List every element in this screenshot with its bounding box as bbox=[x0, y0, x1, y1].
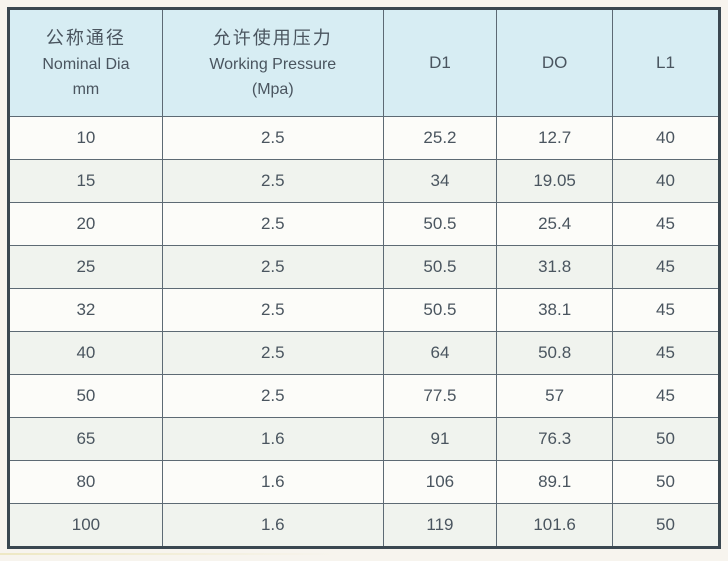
cell-do: 38.1 bbox=[496, 288, 613, 332]
cell-nominal-diameter-mm: 10 bbox=[8, 116, 163, 160]
table-row: 25 2.5 50.5 31.8 45 bbox=[8, 245, 720, 289]
header-nominal-diameter-en: Nominal Dia bbox=[42, 55, 130, 73]
table-row: 32 2.5 50.5 38.1 45 bbox=[8, 288, 720, 332]
cell-do: 76.3 bbox=[496, 417, 613, 461]
cell-nominal-diameter-mm: 40 bbox=[8, 331, 163, 375]
cell-l1: 40 bbox=[611, 159, 720, 203]
cell-l1: 45 bbox=[611, 331, 720, 375]
table-row: 100 1.6 119 101.6 50 bbox=[8, 503, 720, 548]
cell-d1: 106 bbox=[382, 460, 498, 504]
header-nominal-diameter: 公称通径 Nominal Dia mm bbox=[8, 8, 163, 117]
cell-working-pressure-mpa: 2.5 bbox=[161, 331, 384, 375]
table-body: 10 2.5 25.2 12.7 40 15 2.5 34 19.05 40 20 2.5 50.5 25… bbox=[8, 116, 720, 548]
cell-nominal-diameter-mm: 50 bbox=[8, 374, 163, 418]
cell-nominal-diameter-mm: 100 bbox=[8, 503, 163, 548]
cell-d1: 25.2 bbox=[382, 116, 498, 160]
cell-do: 57 bbox=[496, 374, 613, 418]
cell-l1: 45 bbox=[611, 374, 720, 418]
cell-l1: 50 bbox=[611, 503, 720, 548]
cell-do: 19.05 bbox=[496, 159, 613, 203]
header-working-pressure-unit: (Mpa) bbox=[251, 80, 294, 98]
cell-working-pressure-mpa: 1.6 bbox=[161, 417, 384, 461]
cell-d1: 50.5 bbox=[382, 202, 498, 246]
cell-working-pressure-mpa: 2.5 bbox=[161, 159, 384, 203]
cell-do: 31.8 bbox=[496, 245, 613, 289]
dimension-spec-table: 公称通径 Nominal Dia mm 允许使用压力 Working Press… bbox=[8, 8, 720, 548]
cell-d1: 91 bbox=[382, 417, 498, 461]
header-nominal-diameter-zh: 公称通径 bbox=[45, 27, 126, 48]
cell-nominal-diameter-mm: 15 bbox=[8, 159, 163, 203]
cell-do: 50.8 bbox=[496, 331, 613, 375]
cell-l1: 45 bbox=[611, 202, 720, 246]
cell-nominal-diameter-mm: 32 bbox=[8, 288, 163, 332]
cell-working-pressure-mpa: 2.5 bbox=[161, 116, 384, 160]
cell-working-pressure-mpa: 2.5 bbox=[161, 288, 384, 332]
scan-artifact-line bbox=[0, 553, 340, 555]
cell-working-pressure-mpa: 1.6 bbox=[161, 503, 384, 548]
cell-l1: 50 bbox=[611, 417, 720, 461]
cell-working-pressure-mpa: 2.5 bbox=[161, 202, 384, 246]
cell-do: 101.6 bbox=[496, 503, 613, 548]
cell-d1: 34 bbox=[382, 159, 498, 203]
header-working-pressure-en: Working Pressure bbox=[209, 55, 337, 73]
cell-nominal-diameter-mm: 80 bbox=[8, 460, 163, 504]
cell-do: 12.7 bbox=[496, 116, 613, 160]
cell-do: 25.4 bbox=[496, 202, 613, 246]
cell-working-pressure-mpa: 1.6 bbox=[161, 460, 384, 504]
cell-d1: 50.5 bbox=[382, 288, 498, 332]
cell-do: 89.1 bbox=[496, 460, 613, 504]
cell-nominal-diameter-mm: 65 bbox=[8, 417, 163, 461]
header-do: DO bbox=[496, 8, 613, 117]
header-working-pressure-zh: 允许使用压力 bbox=[212, 27, 333, 48]
table-row: 50 2.5 77.5 57 45 bbox=[8, 374, 720, 418]
table-row: 40 2.5 64 50.8 45 bbox=[8, 331, 720, 375]
cell-l1: 45 bbox=[611, 245, 720, 289]
header-do-label: DO bbox=[541, 53, 568, 72]
cell-l1: 45 bbox=[611, 288, 720, 332]
cell-d1: 119 bbox=[382, 503, 498, 548]
header-d1-label: D1 bbox=[429, 53, 451, 72]
table-row: 20 2.5 50.5 25.4 45 bbox=[8, 202, 720, 246]
header-nominal-diameter-unit: mm bbox=[72, 80, 100, 98]
table-header: 公称通径 Nominal Dia mm 允许使用压力 Working Press… bbox=[8, 8, 720, 117]
cell-working-pressure-mpa: 2.5 bbox=[161, 374, 384, 418]
cell-d1: 64 bbox=[382, 331, 498, 375]
cell-nominal-diameter-mm: 25 bbox=[8, 245, 163, 289]
header-row: 公称通径 Nominal Dia mm 允许使用压力 Working Press… bbox=[8, 8, 720, 117]
header-l1: L1 bbox=[611, 8, 720, 117]
cell-l1: 50 bbox=[611, 460, 720, 504]
header-l1-label: L1 bbox=[656, 53, 675, 72]
table-row: 80 1.6 106 89.1 50 bbox=[8, 460, 720, 504]
header-working-pressure: 允许使用压力 Working Pressure (Mpa) bbox=[161, 8, 384, 117]
table-row: 65 1.6 91 76.3 50 bbox=[8, 417, 720, 461]
cell-d1: 77.5 bbox=[382, 374, 498, 418]
table-row: 15 2.5 34 19.05 40 bbox=[8, 159, 720, 203]
table-row: 10 2.5 25.2 12.7 40 bbox=[8, 116, 720, 160]
header-d1: D1 bbox=[382, 8, 498, 117]
cell-working-pressure-mpa: 2.5 bbox=[161, 245, 384, 289]
cell-l1: 40 bbox=[611, 116, 720, 160]
cell-nominal-diameter-mm: 20 bbox=[8, 202, 163, 246]
cell-d1: 50.5 bbox=[382, 245, 498, 289]
